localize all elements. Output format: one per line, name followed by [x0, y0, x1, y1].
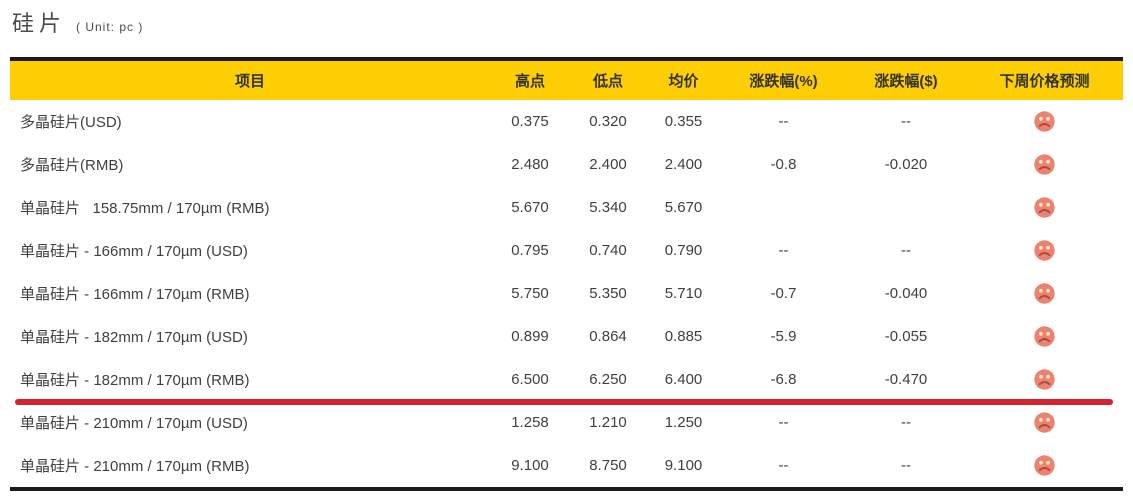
- sad-face-icon: [1034, 111, 1055, 132]
- table-row: 单晶硅片 - 182mm / 170µm (RMB) 6.500 6.250 6…: [10, 358, 1123, 405]
- sad-face-icon: [1034, 455, 1055, 476]
- sad-face-icon: [1034, 412, 1055, 433]
- row-change-usd-value: --: [901, 113, 911, 130]
- row-avg-value: 2.400: [664, 156, 703, 173]
- page-title: 硅片 ( Unit: pc ): [12, 6, 143, 38]
- page-title-unit: ( Unit: pc ): [76, 20, 144, 34]
- sad-face-icon: [1034, 197, 1055, 218]
- row-change-usd-value: -0.470: [884, 371, 928, 388]
- row-forecast-cell: [966, 412, 1123, 433]
- table-row: 单晶硅片 - 166mm / 170µm (RMB) 5.750 5.350 5…: [10, 272, 1123, 315]
- row-forecast-cell: [966, 326, 1123, 347]
- row-forecast-cell: [966, 154, 1123, 175]
- row-high-value: 0.899: [511, 328, 549, 345]
- row-change-usd-value: --: [901, 414, 911, 431]
- row-low-value: 5.350: [589, 285, 627, 302]
- table-row: 单晶硅片 158.75mm / 170µm (RMB) 5.670 5.340 …: [10, 186, 1123, 229]
- row-change-pct-value: --: [778, 242, 789, 259]
- row-low-value: 0.320: [589, 113, 627, 130]
- column-header-avg: 均价: [668, 73, 699, 90]
- row-change-pct-value: -0.8: [770, 156, 797, 173]
- row-low-value: 0.740: [589, 242, 627, 259]
- row-avg-value: 5.710: [664, 285, 703, 302]
- row-avg-value: 1.250: [664, 414, 703, 431]
- row-low-value: 8.750: [589, 457, 627, 474]
- table-row: 多晶硅片(RMB) 2.480 2.400 2.400 -0.8 -0.020: [10, 143, 1123, 186]
- row-change-pct-value: -0.7: [770, 285, 797, 302]
- row-item-label: 单晶硅片 - 182mm / 170µm (RMB): [20, 372, 250, 389]
- row-low-value: 1.210: [589, 414, 627, 431]
- column-header-item: 项目: [234, 73, 265, 90]
- row-low-value: 2.400: [589, 156, 627, 173]
- row-change-usd-value: --: [901, 457, 911, 474]
- column-header-change-pct: 涨跌幅(%): [749, 73, 818, 90]
- row-change-pct-value: --: [778, 414, 789, 431]
- row-item-label: 单晶硅片 158.75mm / 170µm (RMB): [20, 200, 270, 217]
- sad-face-icon: [1034, 326, 1055, 347]
- row-item-label: 单晶硅片 - 210mm / 170µm (RMB): [20, 458, 250, 475]
- table-row: 单晶硅片 - 210mm / 170µm (RMB) 9.100 8.750 9…: [10, 444, 1123, 487]
- row-low-value: 5.340: [589, 199, 627, 216]
- row-low-value: 6.250: [589, 371, 627, 388]
- row-forecast-cell: [966, 111, 1123, 132]
- row-forecast-cell: [966, 369, 1123, 390]
- column-header-change-usd: 涨跌幅($): [874, 73, 938, 90]
- price-table: 项目 高点 低点 均价 涨跌幅(%) 涨跌幅($) 下周价格预测 多晶硅片(US…: [10, 57, 1123, 491]
- row-high-value: 9.100: [511, 457, 549, 474]
- row-high-value: 0.795: [511, 242, 549, 259]
- row-change-pct-value: --: [778, 457, 789, 474]
- row-item-label: 多晶硅片(USD): [20, 114, 122, 131]
- row-high-value: 5.750: [511, 285, 549, 302]
- row-item-label: 单晶硅片 - 166mm / 170µm (USD): [20, 243, 248, 260]
- column-header-low: 低点: [592, 73, 623, 90]
- row-avg-value: 0.790: [664, 242, 703, 259]
- sad-face-icon: [1034, 369, 1055, 390]
- row-avg-value: 0.885: [664, 328, 703, 345]
- row-item-label: 单晶硅片 - 166mm / 170µm (RMB): [20, 286, 250, 303]
- row-high-value: 0.375: [511, 113, 549, 130]
- row-change-usd-value: --: [901, 242, 911, 259]
- column-header-forecast: 下周价格预测: [999, 73, 1090, 90]
- row-change-pct-value: --: [778, 113, 789, 130]
- row-forecast-cell: [966, 197, 1123, 218]
- table-row: 单晶硅片 - 166mm / 170µm (USD) 0.795 0.740 0…: [10, 229, 1123, 272]
- row-item-label: 多晶硅片(RMB): [20, 157, 124, 174]
- sad-face-icon: [1034, 154, 1055, 175]
- row-avg-value: 9.100: [664, 457, 703, 474]
- row-item-label: 单晶硅片 - 182mm / 170µm (USD): [20, 329, 248, 346]
- red-underline: [15, 399, 1113, 405]
- column-header-high: 高点: [514, 73, 545, 90]
- row-change-usd-value: -0.020: [884, 156, 928, 173]
- sad-face-icon: [1034, 240, 1055, 261]
- row-forecast-cell: [966, 240, 1123, 261]
- table-row: 单晶硅片 - 210mm / 170µm (USD) 1.258 1.210 1…: [10, 401, 1123, 444]
- table-row: 单晶硅片 - 182mm / 170µm (USD) 0.899 0.864 0…: [10, 315, 1123, 358]
- page-title-text: 硅片: [12, 11, 67, 36]
- row-change-usd-value: -0.040: [884, 285, 928, 302]
- table-header-row: 项目 高点 低点 均价 涨跌幅(%) 涨跌幅($) 下周价格预测: [10, 61, 1123, 100]
- row-avg-value: 6.400: [664, 371, 703, 388]
- row-high-value: 5.670: [511, 199, 549, 216]
- sad-face-icon: [1034, 283, 1055, 304]
- row-change-pct-value: -5.9: [770, 328, 797, 345]
- row-change-pct-value: -6.8: [770, 371, 797, 388]
- row-avg-value: 0.355: [664, 113, 703, 130]
- row-change-usd-value: -0.055: [884, 328, 928, 345]
- table-body: 多晶硅片(USD) 0.375 0.320 0.355 -- -- 多晶硅片(R…: [10, 100, 1123, 487]
- row-low-value: 0.864: [589, 328, 627, 345]
- row-forecast-cell: [966, 455, 1123, 476]
- row-high-value: 1.258: [511, 414, 549, 431]
- row-forecast-cell: [966, 283, 1123, 304]
- row-high-value: 2.480: [511, 156, 549, 173]
- row-item-label: 单晶硅片 - 210mm / 170µm (USD): [20, 415, 248, 432]
- row-avg-value: 5.670: [664, 199, 703, 216]
- row-high-value: 6.500: [511, 371, 549, 388]
- table-row: 多晶硅片(USD) 0.375 0.320 0.355 -- --: [10, 100, 1123, 143]
